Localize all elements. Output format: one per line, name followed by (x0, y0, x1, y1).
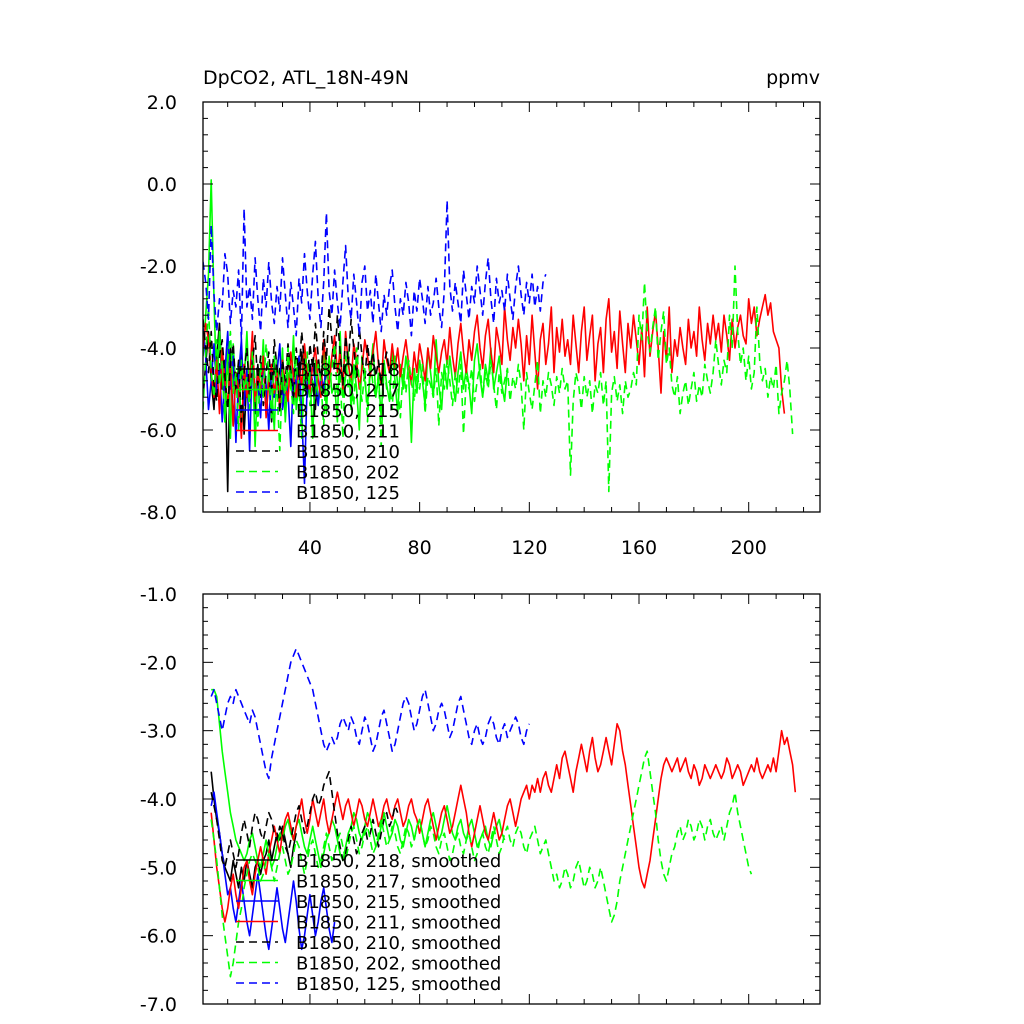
x-tick-label: 80 (408, 537, 432, 559)
legend-label: B1850, 215 (296, 401, 400, 422)
x-tick-label: 120 (511, 537, 547, 559)
bottom-panel: -7.0 -6.0 -5.0 -4.0 -3.0 -2.0 -1.0 B1850, 218,… (140, 584, 821, 1016)
legend-label: B1850, 211, smoothed (296, 913, 501, 934)
y-tick-label: -8.0 (140, 502, 177, 524)
y-tick-label: -5.0 (140, 857, 177, 879)
series-line (203, 306, 393, 423)
y-tick-label: 2.0 (147, 92, 177, 114)
y-tick-label: -3.0 (140, 721, 177, 743)
x-tick-label: 160 (621, 537, 657, 559)
top-axes: -8.0 -6.0 -4.0 -2.0 0.0 2.0 40 80 120 160 200 (140, 92, 821, 559)
series-line (203, 199, 547, 341)
y-tick-label: 0.0 (147, 174, 177, 196)
series-line (203, 265, 794, 493)
units-label: ppmv (766, 67, 820, 89)
y-tick-label: -6.0 (140, 420, 177, 442)
plot-frame (202, 101, 821, 513)
legend-label: B1850, 202, smoothed (296, 954, 501, 975)
legend-label: B1850, 125, smoothed (296, 974, 501, 995)
legend-label: B1850, 218 (296, 360, 400, 381)
series-line (203, 293, 786, 440)
legend-label: B1850, 218, smoothed (296, 851, 501, 872)
x-tick-label: 200 (731, 537, 767, 559)
x-tick-label: 40 (298, 537, 322, 559)
series-line (210, 647, 531, 780)
y-tick-label: -7.0 (140, 994, 177, 1016)
legend-label: B1850, 210, smoothed (296, 933, 501, 954)
y-tick-label: -4.0 (140, 789, 177, 811)
y-tick-label: -6.0 (140, 926, 177, 948)
legend-label: B1850, 215, smoothed (296, 892, 501, 913)
series-line (210, 771, 297, 889)
legend-label: B1850, 211 (296, 422, 400, 443)
series-line (210, 723, 797, 923)
legend-label: B1850, 210 (296, 442, 400, 463)
panel-title: DpCO2, ATL_18N-49N (203, 67, 409, 89)
y-tick-label: -2.0 (140, 652, 177, 674)
bottom-axes: -7.0 -6.0 -5.0 -4.0 -3.0 -2.0 -1.0 (140, 584, 821, 1016)
y-tick-label: -1.0 (140, 584, 177, 606)
top-panel: DpCO2, ATL_18N-49N ppmv -8.0 -6.0 -4.0 -2.0… (140, 67, 821, 559)
legend-label: B1850, 125 (296, 483, 400, 504)
y-tick-label: -2.0 (140, 256, 177, 278)
series-line (210, 791, 336, 951)
series-line (210, 770, 399, 869)
legend-label: B1850, 217 (296, 381, 400, 402)
top-plot-area (203, 179, 794, 493)
series-line (210, 750, 753, 978)
bottom-plot-area (210, 647, 797, 978)
legend-label: B1850, 217, smoothed (296, 872, 501, 893)
legend-label: B1850, 202 (296, 463, 400, 484)
y-tick-label: -4.0 (140, 338, 177, 360)
